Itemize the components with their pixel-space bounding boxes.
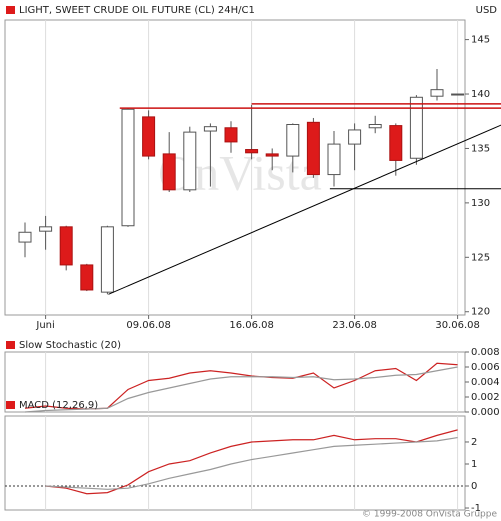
y-tick-label: 135 xyxy=(471,143,490,154)
y-tick-label: 0.000 xyxy=(471,407,500,418)
candle-body xyxy=(389,125,403,161)
series-line xyxy=(24,366,458,413)
currency-label: USD xyxy=(476,5,498,16)
candle-body xyxy=(162,153,176,191)
panel-title: Slow Stochastic (20) xyxy=(19,340,121,351)
plot-frame xyxy=(4,415,466,511)
candle-body xyxy=(59,226,73,266)
candle-body xyxy=(286,124,300,157)
y-tick-label: 130 xyxy=(471,198,490,209)
legend-swatch xyxy=(6,401,15,409)
candle-body xyxy=(430,89,444,97)
x-tick-label: 23.06.08 xyxy=(332,320,377,331)
candle-body xyxy=(368,124,382,129)
candle-body xyxy=(18,231,32,243)
y-tick-label: 1 xyxy=(471,459,477,470)
candle-body xyxy=(265,153,279,157)
panel-title: LIGHT, SWEET CRUDE OIL FUTURE (CL) 24H/C… xyxy=(19,5,255,16)
panel-title: MACD (12,26,9) xyxy=(19,400,98,411)
x-tick-label: 09.06.08 xyxy=(126,320,171,331)
y-tick-label: -1 xyxy=(471,503,481,514)
y-tick-label: 145 xyxy=(471,35,490,46)
candle-body xyxy=(39,226,53,232)
y-tick-label: 140 xyxy=(471,89,490,100)
candle-body xyxy=(306,121,320,176)
y-tick-label: 0.004 xyxy=(471,377,500,388)
legend-swatch xyxy=(6,6,15,14)
candle-body xyxy=(80,264,94,291)
series-line xyxy=(45,429,458,495)
y-tick-label: 0 xyxy=(471,481,477,492)
y-tick-label: 0.002 xyxy=(471,392,500,403)
candle-body xyxy=(224,127,238,143)
candle-body xyxy=(451,93,465,96)
candle-body xyxy=(142,116,156,157)
x-tick-label: 16.06.08 xyxy=(229,320,274,331)
candle-body xyxy=(327,143,341,176)
legend-swatch xyxy=(6,341,15,349)
candle-body xyxy=(121,108,135,227)
y-tick-label: 2 xyxy=(471,437,477,448)
trend-line xyxy=(108,124,501,295)
candle-body xyxy=(348,129,362,145)
y-tick-label: 0.008 xyxy=(471,347,500,358)
candle-body xyxy=(203,126,217,132)
plot-frame xyxy=(4,19,466,316)
x-tick-label: 30.06.08 xyxy=(435,320,480,331)
candle-body xyxy=(183,131,197,191)
y-tick-label: 125 xyxy=(471,252,490,263)
copyright: © 1999-2008 OnVista Gruppe xyxy=(362,510,497,520)
candle-body xyxy=(409,96,423,159)
y-tick-label: 0.006 xyxy=(471,362,500,373)
candle-body xyxy=(245,149,259,154)
x-tick-label: Juni xyxy=(35,320,54,331)
series-line xyxy=(45,436,458,490)
candle-body xyxy=(100,226,114,293)
y-tick-label: 120 xyxy=(471,307,490,318)
